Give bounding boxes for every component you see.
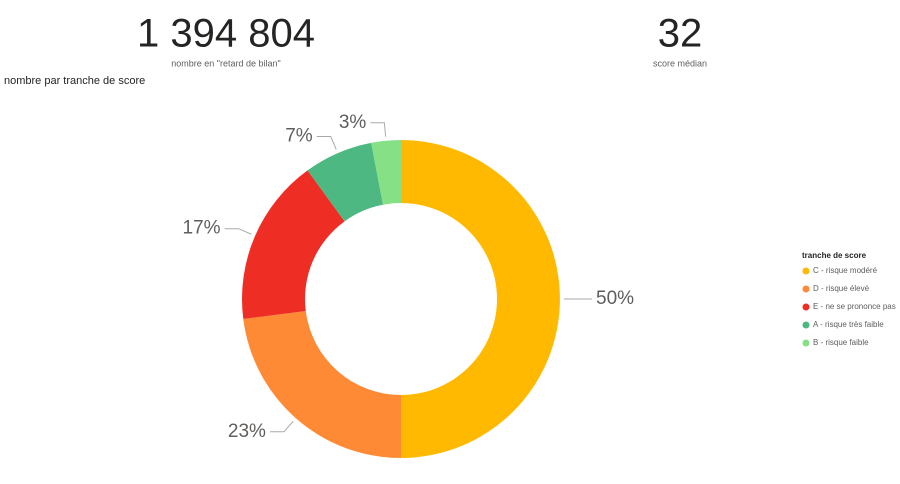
legend-label: E - ne se prononce pas bbox=[813, 302, 896, 311]
kpi-value: 32 bbox=[658, 12, 703, 56]
donut-slice bbox=[371, 140, 401, 205]
legend-label: A - risque très faible bbox=[813, 320, 884, 329]
chart-title: nombre par tranche de score bbox=[4, 75, 145, 87]
data-label: 23% bbox=[228, 421, 266, 442]
kpi-label: score médian bbox=[653, 58, 707, 68]
leader-line bbox=[370, 122, 387, 137]
leader-line bbox=[316, 136, 337, 150]
leader-line bbox=[224, 228, 252, 235]
data-label: 50% bbox=[596, 288, 634, 309]
donut-slice bbox=[401, 140, 560, 458]
kpi-value: 1 394 804 bbox=[137, 12, 315, 56]
legend-label: C - risque modéré bbox=[813, 266, 878, 275]
data-label: 7% bbox=[285, 126, 313, 147]
kpi-label: nombre en "retard de bilan" bbox=[171, 58, 280, 68]
data-label: 17% bbox=[183, 218, 221, 239]
legend-marker bbox=[802, 303, 810, 311]
leader-line bbox=[269, 420, 294, 433]
legend-label: D - risque élevé bbox=[813, 284, 870, 293]
legend-title: tranche de score bbox=[802, 251, 867, 260]
data-label: 3% bbox=[339, 112, 367, 133]
donut-slice bbox=[243, 311, 401, 458]
legend-marker bbox=[802, 267, 810, 275]
legend-marker bbox=[802, 339, 810, 347]
legend-marker bbox=[802, 321, 810, 329]
legend-label: B - risque faible bbox=[813, 338, 869, 347]
donut-slice bbox=[307, 142, 384, 222]
legend-marker bbox=[802, 285, 810, 293]
donut-slice bbox=[242, 170, 345, 319]
